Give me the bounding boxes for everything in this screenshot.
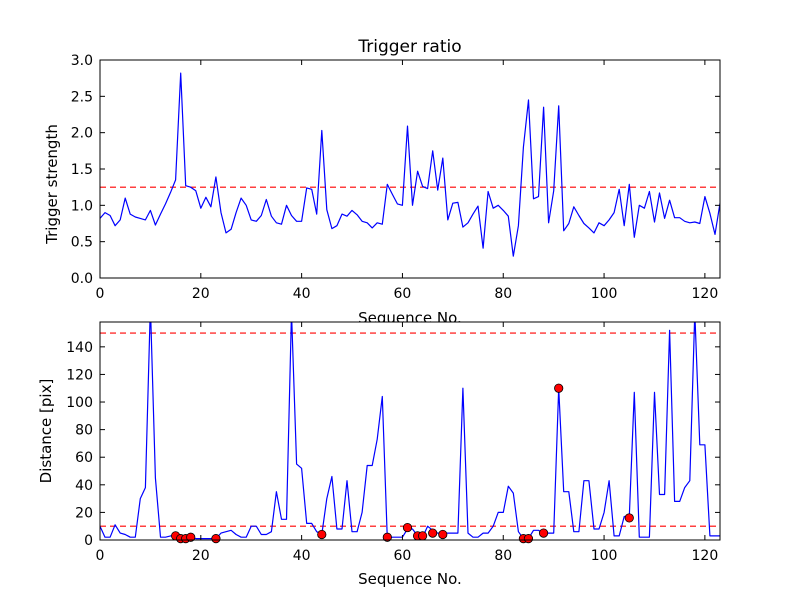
bottom-xtick-label-0: 0 xyxy=(96,548,105,564)
bottom-marker-14 xyxy=(538,528,549,538)
top-ytick-label-6: 3.0 xyxy=(71,53,93,69)
top-xtick-label-5: 100 xyxy=(591,286,618,302)
bottom-marker-13 xyxy=(523,534,534,544)
bottom-marker-6 xyxy=(382,532,392,542)
bottom-xtick-label-1: 20 xyxy=(192,548,210,564)
bottom-xtick-label-4: 80 xyxy=(494,548,512,564)
bottom-marker-7 xyxy=(402,522,413,533)
top-xtick-label-3: 60 xyxy=(394,286,412,302)
trigger-ratio-chart: Trigger ratio Trigger strength Sequence … xyxy=(43,37,721,327)
bottom-chart-plot: 0 20 40 60 80 100 120 0 20 40 60 80 100 120 140 xyxy=(66,321,721,564)
bottom-ytick-label-5: 100 xyxy=(66,395,93,411)
bottom-xtick-label-3: 60 xyxy=(394,548,412,564)
bottom-ytick-label-6: 120 xyxy=(66,367,93,383)
bottom-marker-15 xyxy=(554,383,564,393)
bottom-marker-9 xyxy=(418,531,428,541)
top-xtick-label-4: 80 xyxy=(494,286,512,302)
bottom-ytick-label-4: 80 xyxy=(75,423,93,439)
top-chart-ylabel: Trigger strength xyxy=(43,124,61,245)
top-ytick-label-2: 1.0 xyxy=(71,198,93,214)
top-ytick-label-3: 1.5 xyxy=(71,162,93,178)
bottom-marker-11 xyxy=(438,529,448,540)
bottom-xtick-label-6: 120 xyxy=(692,548,719,564)
bottom-marker-5 xyxy=(317,529,327,540)
top-xtick-label-2: 40 xyxy=(293,286,311,302)
top-xtick-label-1: 20 xyxy=(192,286,210,302)
top-ytick-label-1: 0.5 xyxy=(71,235,93,251)
bottom-ytick-label-1: 20 xyxy=(75,505,93,521)
bottom-xtick-label-5: 100 xyxy=(591,548,618,564)
bottom-plot-area xyxy=(100,322,720,540)
bottom-chart-ylabel: Distance [pix] xyxy=(37,379,55,484)
bottom-ytick-label-2: 40 xyxy=(75,478,93,494)
bottom-ytick-label-3: 60 xyxy=(75,450,93,466)
bottom-xtick-label-2: 40 xyxy=(293,548,311,564)
bottom-chart-xlabel: Sequence No. xyxy=(358,570,462,588)
top-chart-plot: 0 20 40 60 80 100 120 0.0 0.5 1.0 1.5 2.0 2.5 3.0 xyxy=(71,53,721,302)
top-xtick-label-0: 0 xyxy=(96,286,105,302)
top-ytick-label-0: 0.0 xyxy=(71,271,93,287)
top-xtick-label-6: 120 xyxy=(692,286,719,302)
top-chart-title: Trigger ratio xyxy=(357,37,461,57)
top-ytick-label-4: 2.0 xyxy=(71,126,93,142)
bottom-ytick-label-0: 0 xyxy=(84,533,93,549)
bottom-marker-4 xyxy=(211,534,221,544)
top-plot-content xyxy=(100,72,720,257)
distance-chart: Distance [pix] Sequence No. 0 20 40 60 80 100… xyxy=(37,321,721,588)
bottom-marker-3 xyxy=(186,532,196,542)
bottom-marker-16 xyxy=(624,513,634,523)
top-ytick-label-5: 2.5 xyxy=(71,89,93,105)
bottom-axes-frame xyxy=(99,321,721,541)
bottom-marker-10 xyxy=(428,528,438,538)
top-series-line xyxy=(100,72,720,257)
bottom-ytick-label-7: 140 xyxy=(66,340,93,356)
